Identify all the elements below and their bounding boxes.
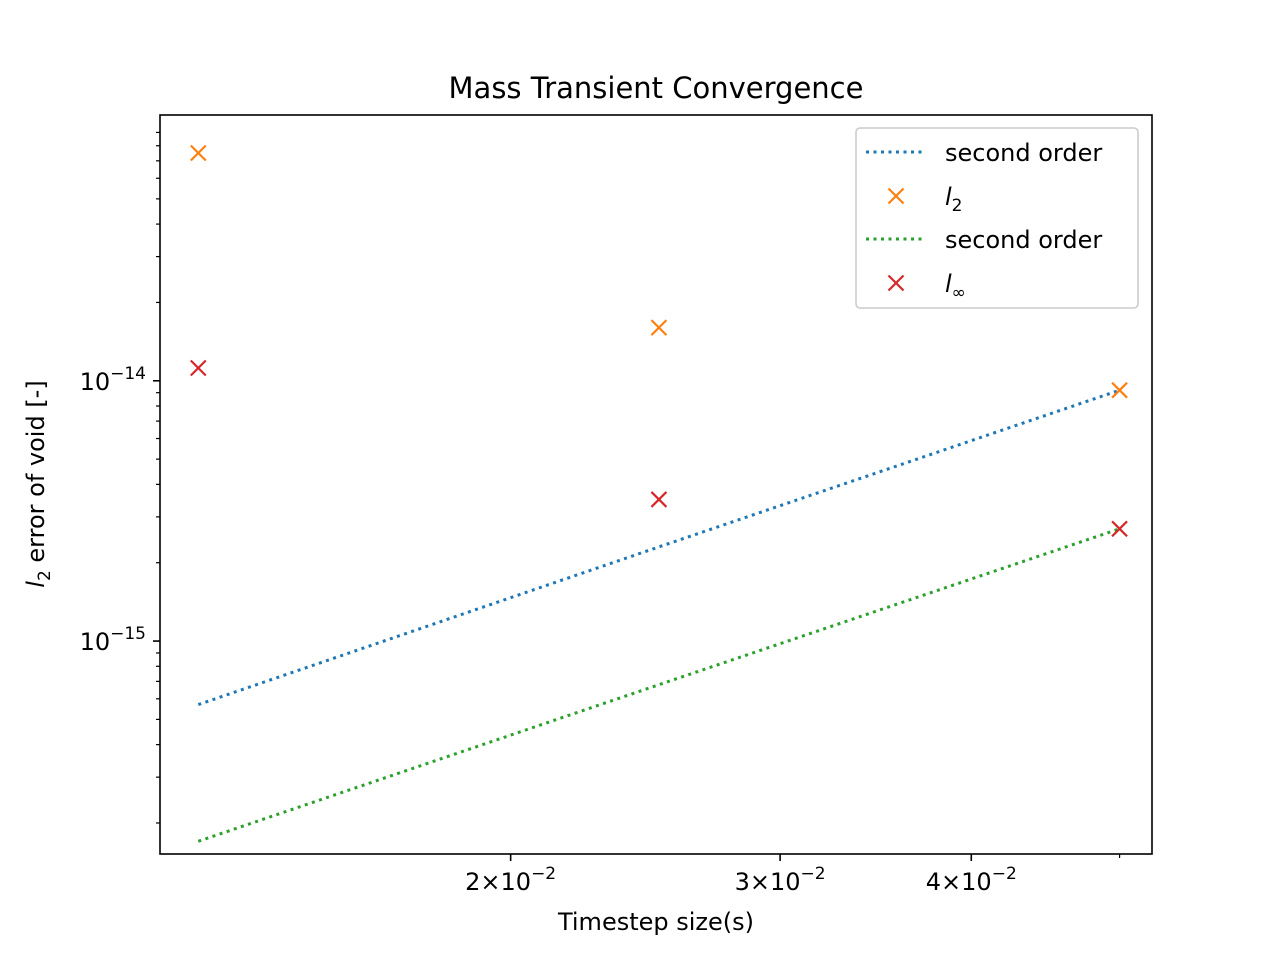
legend-label: second order	[945, 226, 1102, 254]
x-tick-label: 3×10−2	[735, 864, 826, 896]
legend-label-text: l	[945, 183, 952, 211]
x-tick-mantissa: 4×10	[926, 868, 992, 896]
x-axis-label: Timestep size(s)	[557, 908, 754, 936]
marker-stroke	[190, 359, 207, 377]
series-0-second-order-line	[197, 388, 1121, 707]
legend-label: second order	[945, 139, 1102, 167]
x-tick-label: 4×10−2	[926, 864, 1017, 896]
marker-stroke	[190, 144, 207, 162]
legend-label-subscript: ∞	[952, 283, 966, 303]
legend-label-text: second order	[945, 226, 1102, 254]
y-axis-label: l2 error of void [-]	[22, 380, 55, 587]
y-tick-base: 10	[80, 628, 111, 656]
series-1-point	[190, 144, 207, 162]
marker-stroke	[1111, 381, 1128, 399]
x-tick-label: 2×10−2	[465, 864, 556, 896]
marker-stroke	[887, 274, 905, 292]
plot-area	[190, 144, 1128, 843]
x-tick-exponent: −2	[801, 864, 826, 884]
series-1-point	[1111, 381, 1128, 399]
legend-marker-swatch	[887, 187, 905, 205]
legend-label-subscript: 2	[952, 196, 963, 216]
series-3-point	[650, 491, 668, 508]
x-tick-mantissa: 3×10	[735, 868, 801, 896]
x-tick-exponent: −2	[531, 864, 556, 884]
legend-label-text: second order	[945, 139, 1102, 167]
y-tick-label: 10−14	[80, 364, 146, 396]
y-axis-label-symbol: l	[22, 581, 50, 588]
y-tick-exponent: −15	[110, 624, 146, 644]
legend-marker-swatch	[887, 274, 905, 292]
series-1-point	[650, 319, 668, 336]
legend-label: l∞	[945, 270, 966, 303]
chart-title: Mass Transient Convergence	[449, 71, 864, 105]
x-tick-mantissa: 2×10	[465, 868, 531, 896]
marker-stroke	[650, 491, 668, 508]
y-tick-base: 10	[80, 368, 111, 396]
series-3-point	[1111, 520, 1128, 538]
marker-stroke	[650, 319, 668, 336]
legend-label-text: l	[945, 270, 952, 298]
marker-stroke	[1111, 520, 1128, 538]
legend-box	[855, 127, 1139, 309]
y-axis-label-subscript: 2	[35, 570, 55, 581]
axes-frame	[159, 114, 1153, 855]
x-tick-exponent: −2	[992, 864, 1017, 884]
y-tick-exponent: −14	[110, 364, 146, 384]
series-3-point	[190, 359, 207, 377]
legend-label: l2	[945, 183, 963, 216]
series-2-second-order-line	[197, 527, 1121, 843]
y-tick-label: 10−15	[80, 624, 146, 656]
marker-stroke	[887, 187, 905, 205]
y-axis-label-text: error of void [-]	[22, 380, 50, 570]
